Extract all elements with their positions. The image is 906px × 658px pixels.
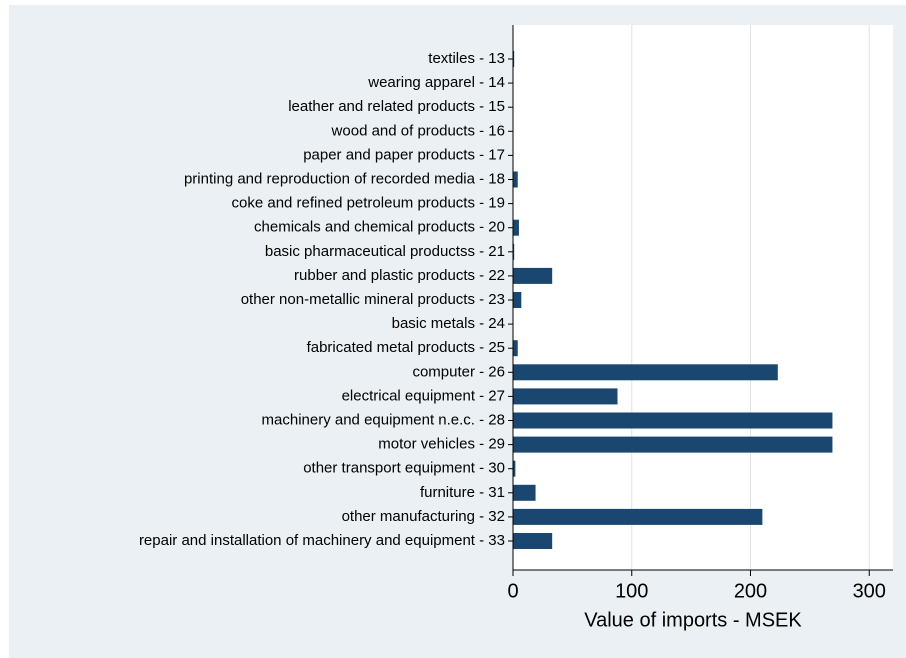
y-tick-label: other non-metallic mineral products - 23 — [241, 291, 505, 308]
bar — [513, 484, 536, 501]
y-tick-label: coke and refined petroleum products - 19 — [232, 195, 506, 212]
bar — [513, 508, 763, 525]
x-tick-label: 200 — [734, 580, 767, 602]
y-tick-label: other transport equipment - 30 — [303, 460, 505, 477]
x-tick-label: 100 — [615, 580, 648, 602]
bar — [513, 460, 516, 477]
x-axis-label: Value of imports - MSEK — [584, 609, 802, 631]
bar — [513, 219, 519, 236]
y-tick-label: leather and related products - 15 — [288, 98, 505, 115]
bar — [513, 412, 833, 429]
bar — [513, 340, 518, 357]
x-tick-label: 300 — [853, 580, 886, 602]
bar — [513, 171, 518, 188]
bar — [513, 243, 515, 260]
y-tick-label: machinery and equipment n.e.c. - 28 — [262, 411, 505, 428]
y-tick-label: basic pharmaceutical productss - 21 — [265, 243, 505, 260]
y-tick-label: wearing apparel - 14 — [367, 74, 505, 91]
y-tick-label: textiles - 13 — [428, 50, 505, 67]
plot-area — [513, 25, 893, 570]
y-tick-label: repair and installation of machinery and… — [139, 532, 505, 549]
y-tick-label: electrical equipment - 27 — [342, 387, 505, 404]
y-tick-label: printing and reproduction of recorded me… — [184, 170, 505, 187]
bar — [513, 388, 618, 405]
x-tick-label: 0 — [507, 580, 518, 602]
y-tick-label: rubber and plastic products - 22 — [294, 267, 505, 284]
y-tick-label: fabricated metal products - 25 — [307, 339, 505, 356]
bar — [513, 364, 778, 381]
bar — [513, 292, 522, 308]
bar — [513, 267, 553, 284]
y-tick-label: other manufacturing - 32 — [342, 508, 505, 525]
y-tick-label: paper and paper products - 17 — [303, 146, 505, 163]
bar — [513, 436, 833, 453]
bar — [513, 51, 515, 67]
y-tick-label: chemicals and chemical products - 20 — [254, 219, 505, 236]
y-tick-label: basic metals - 24 — [392, 315, 505, 332]
y-tick-label: computer - 26 — [412, 363, 505, 380]
y-tick-label: furniture - 31 — [420, 484, 505, 501]
bar — [513, 533, 553, 549]
y-tick-label: wood and of products - 16 — [331, 122, 505, 139]
y-tick-label: motor vehicles - 29 — [378, 436, 505, 453]
